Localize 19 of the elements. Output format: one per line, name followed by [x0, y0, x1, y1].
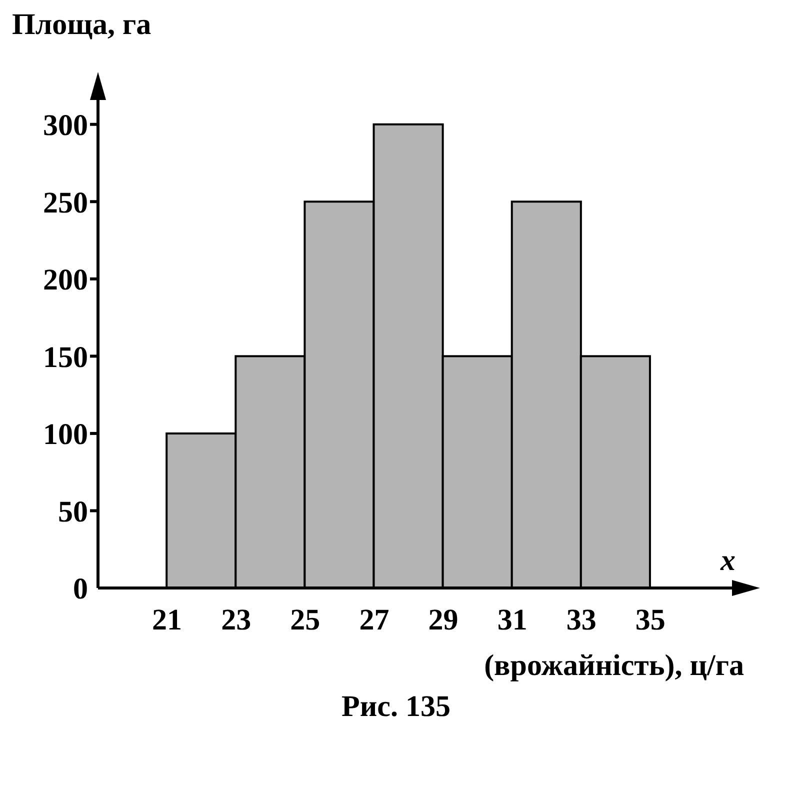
x-tick-label: 33: [566, 603, 596, 636]
y-tick-label: 200: [43, 264, 88, 297]
x-tick-label: 31: [497, 603, 528, 636]
x-axis-title: (врожайність), ц/га: [483, 648, 745, 684]
text: Рис. 135: [340, 690, 452, 724]
y-tick-label: 100: [43, 418, 88, 452]
x-tick-label: 25: [290, 603, 320, 636]
annotation: x: [720, 544, 736, 577]
x-tick-label: 29: [428, 603, 458, 636]
x-tick-label: 23: [221, 603, 252, 636]
y-tick-label: 50: [58, 495, 88, 528]
y-tick-label: 0: [73, 572, 88, 606]
y-tick-label: 250: [43, 186, 88, 220]
x-tick-label: 27: [359, 603, 390, 636]
y-tick-label: 150: [43, 340, 88, 374]
y-axis-title: Площа, га: [11, 8, 152, 43]
y-tick-label: 300: [43, 109, 88, 142]
x-tick-label: 21: [152, 603, 182, 636]
x-tick-label: 35: [635, 603, 666, 636]
